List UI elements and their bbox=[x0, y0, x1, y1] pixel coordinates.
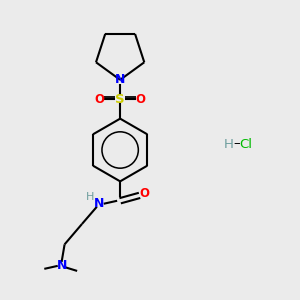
Text: O: O bbox=[135, 93, 146, 106]
Text: N: N bbox=[94, 197, 104, 210]
Text: Cl: Cl bbox=[240, 137, 253, 151]
Text: H: H bbox=[223, 137, 233, 151]
Text: O: O bbox=[95, 93, 105, 106]
Text: H: H bbox=[86, 192, 94, 202]
Text: O: O bbox=[140, 188, 150, 200]
Text: S: S bbox=[115, 93, 125, 106]
Text: N: N bbox=[115, 73, 125, 86]
Text: N: N bbox=[56, 260, 67, 272]
Text: –: – bbox=[233, 137, 240, 151]
